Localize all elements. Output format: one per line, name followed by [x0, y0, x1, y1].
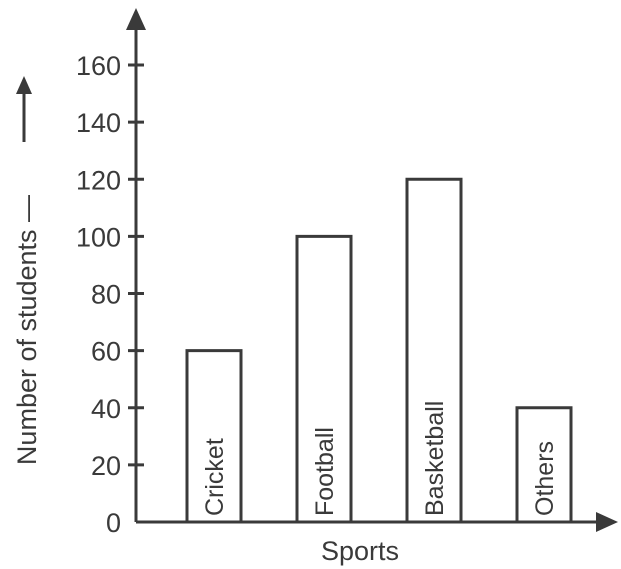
bar-basketball — [405, 177, 463, 524]
y-tick-label: 0 — [106, 508, 121, 538]
bar-label-football: Football — [311, 427, 339, 516]
y-tick-label: 140 — [76, 108, 121, 138]
y-tick-label: 80 — [91, 280, 121, 310]
y-tick-label: 20 — [91, 451, 121, 481]
bar-label-cricket: Cricket — [201, 438, 229, 516]
y-axis-ticks: 0 20 40 60 80 100 120 140 160 — [76, 51, 144, 538]
y-tick-label: 40 — [91, 394, 121, 424]
y-tick-label: 60 — [91, 337, 121, 367]
bar-label-others: Others — [531, 441, 559, 516]
bars-group: Cricket Football Basketball Others — [185, 177, 573, 524]
x-axis-title: Sports — [321, 536, 399, 566]
bar-football — [295, 234, 353, 524]
y-axis-title: Number of students — — [12, 195, 42, 465]
bar-others — [515, 406, 573, 524]
bar-label-basketball: Basketball — [421, 401, 449, 516]
x-axis-arrow-icon — [596, 512, 618, 532]
y-tick-label: 160 — [76, 51, 121, 81]
y-axis-title-arrow-icon — [16, 76, 32, 94]
y-tick-label: 120 — [76, 165, 121, 195]
y-tick-label: 100 — [76, 222, 121, 252]
y-axis-arrow-icon — [126, 8, 146, 30]
bar-cricket — [185, 349, 243, 524]
